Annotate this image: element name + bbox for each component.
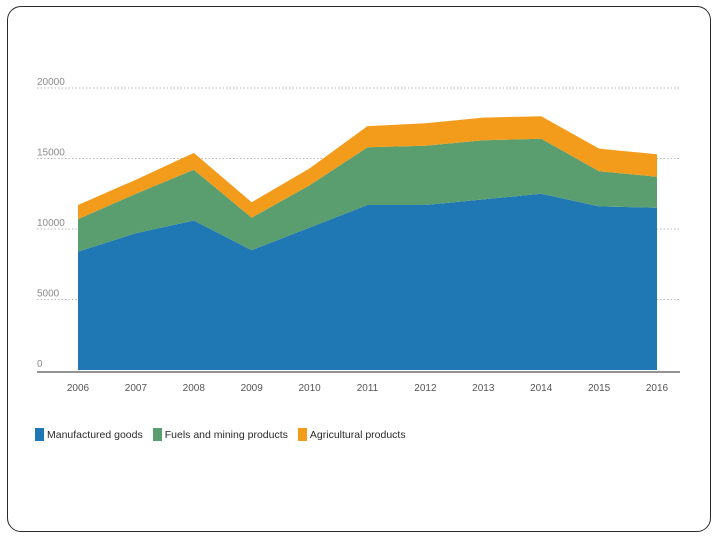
x-tick-label-2016: 2016 xyxy=(646,383,669,394)
area-series-fuels xyxy=(78,138,657,252)
legend-label-agricultural: Agricultural products xyxy=(309,428,406,441)
legend-item-manufactured: Manufactured goods xyxy=(35,428,143,441)
legend-swatch-manufactured xyxy=(35,428,44,441)
axes: 0 5000 10000 15000 20000 2006 2007 2008 2009 2010… xyxy=(37,77,680,394)
x-tick-label-2014: 2014 xyxy=(530,383,553,394)
legend-swatch-fuels xyxy=(152,428,162,441)
legend: Manufactured goods Fuels and mining prod… xyxy=(35,428,416,441)
legend-label-manufactured: Manufactured goods xyxy=(47,428,143,441)
legend-item-agricultural: Agricultural products xyxy=(297,428,406,441)
legend-label-fuels: Fuels and mining products xyxy=(164,428,288,441)
area-series-agricultural xyxy=(78,116,657,220)
x-tick-label-2006: 2006 xyxy=(67,383,90,394)
x-tick-label-2009: 2009 xyxy=(241,383,264,394)
x-tick-label-2007: 2007 xyxy=(125,383,148,394)
area-series-group xyxy=(78,116,657,370)
x-tick-label-2011: 2011 xyxy=(357,383,379,394)
y-tick-label-15000: 15000 xyxy=(37,148,65,159)
x-tick-label-2008: 2008 xyxy=(183,383,206,394)
x-tick-label-2015: 2015 xyxy=(588,383,611,394)
y-tick-label-20000: 20000 xyxy=(37,77,65,88)
x-tick-label-2013: 2013 xyxy=(472,383,495,394)
legend-item-fuels: Fuels and mining products xyxy=(152,428,288,441)
x-tick-label-2010: 2010 xyxy=(298,383,321,394)
x-tick-label-2012: 2012 xyxy=(414,383,437,394)
y-tick-label-0: 0 xyxy=(37,359,43,370)
y-tick-label-5000: 5000 xyxy=(37,289,60,300)
legend-swatch-agricultural xyxy=(297,428,307,441)
area-series-manufactured xyxy=(78,193,657,370)
y-tick-label-10000: 10000 xyxy=(37,218,65,229)
